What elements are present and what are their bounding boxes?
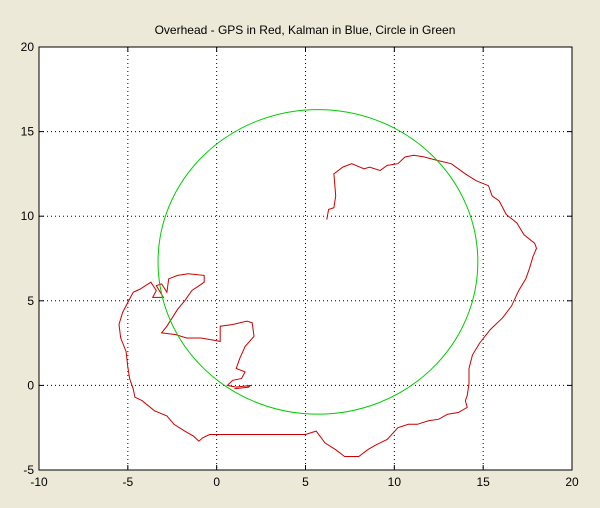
y-tick-label: 0 [27, 378, 34, 392]
series-layer [118, 109, 538, 457]
x-tick-label: 0 [213, 475, 220, 489]
grid-lines [39, 47, 572, 470]
chart-title: Overhead - GPS in Red, Kalman in Blue, C… [155, 23, 456, 37]
x-tick-label: 20 [565, 475, 579, 489]
x-tick-label: 5 [302, 475, 309, 489]
x-tick-label: -10 [30, 475, 48, 489]
y-tick-label: 5 [27, 294, 34, 308]
y-tick-label: 10 [21, 209, 35, 223]
axis-ticks [38, 46, 573, 471]
x-tick-label: 15 [476, 475, 490, 489]
x-tick-label: 10 [388, 475, 402, 489]
x-tick-label: -5 [122, 475, 133, 489]
y-tick-label: 20 [21, 40, 35, 54]
circle-series [157, 109, 479, 415]
y-tick-label: -5 [23, 463, 34, 477]
y-tick-label: 15 [21, 125, 35, 139]
